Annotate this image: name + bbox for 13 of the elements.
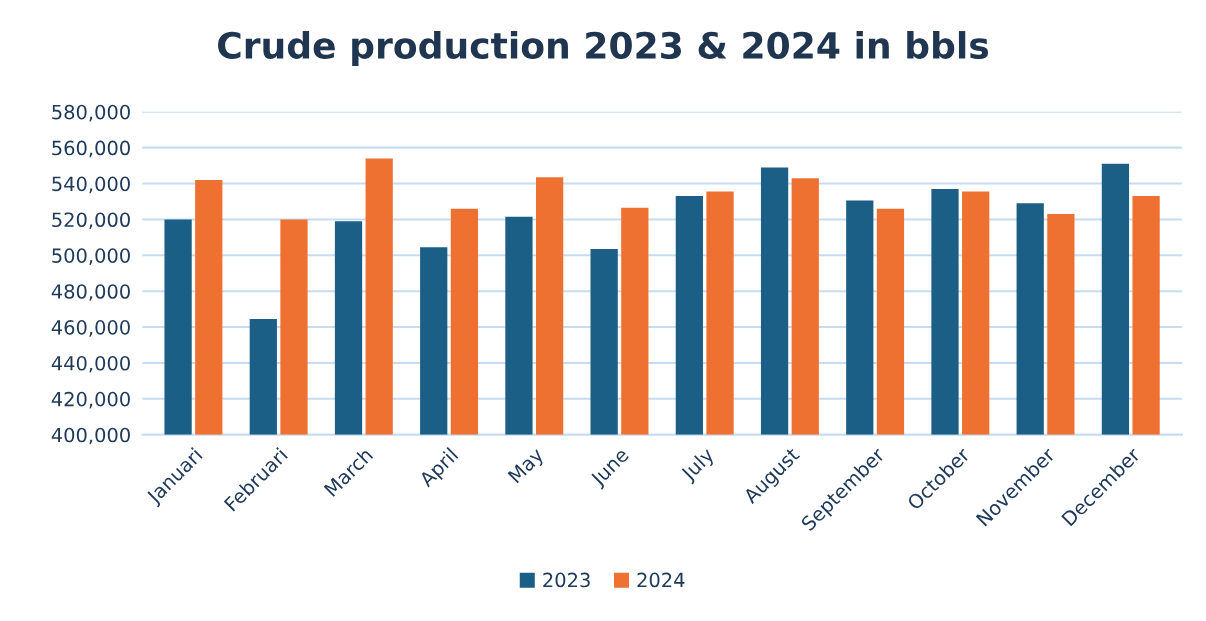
y-tick-label: 440,000	[51, 355, 130, 373]
y-tick-label: 560,000	[52, 140, 130, 158]
y-tick-label: 540,000	[52, 176, 130, 194]
y-tick-label: 400,000	[51, 427, 130, 445]
chart-title: Crude production 2023 & 2024 in bbls	[218, 31, 989, 66]
legend-label: 2023	[543, 572, 590, 588]
y-tick-label: 580,000	[52, 104, 130, 122]
legend-label: 2024	[637, 572, 685, 588]
y-tick-label: 500,000	[52, 248, 130, 265]
y-tick-label: 420,000	[51, 391, 130, 409]
y-tick-label: 460,000	[51, 320, 130, 337]
y-tick-label: 520,000	[52, 212, 130, 230]
y-tick-label: 480,000	[51, 284, 130, 301]
